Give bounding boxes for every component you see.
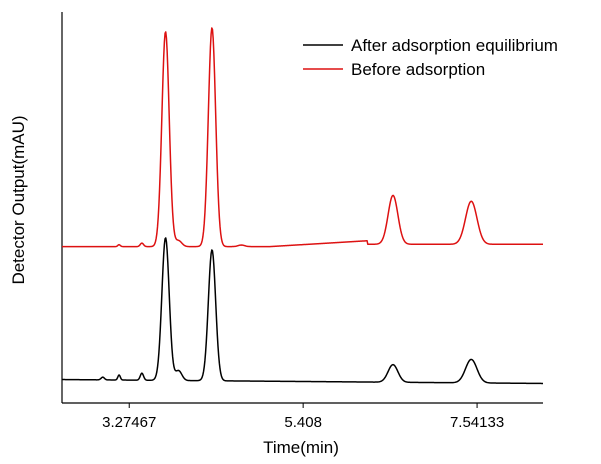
series-line-after — [61, 237, 544, 385]
ticks-layer: 3.27467 5.408 7.54133 — [102, 403, 504, 431]
x-axis-title: Time(min) — [263, 438, 339, 457]
x-tick-label: 5.408 — [284, 414, 322, 431]
legend-label-after: After adsorption equilibrium — [351, 36, 558, 55]
legend: After adsorption equilibrium Before adso… — [303, 36, 558, 79]
x-tick-label: 3.27467 — [102, 414, 156, 431]
axes — [61, 12, 543, 404]
x-tick-label: 7.54133 — [450, 414, 504, 431]
series-layer — [61, 27, 544, 385]
legend-label-before: Before adsorption — [351, 60, 485, 79]
y-axis-title: Detector Output(mAU) — [9, 115, 28, 284]
series-line-before — [61, 27, 544, 248]
